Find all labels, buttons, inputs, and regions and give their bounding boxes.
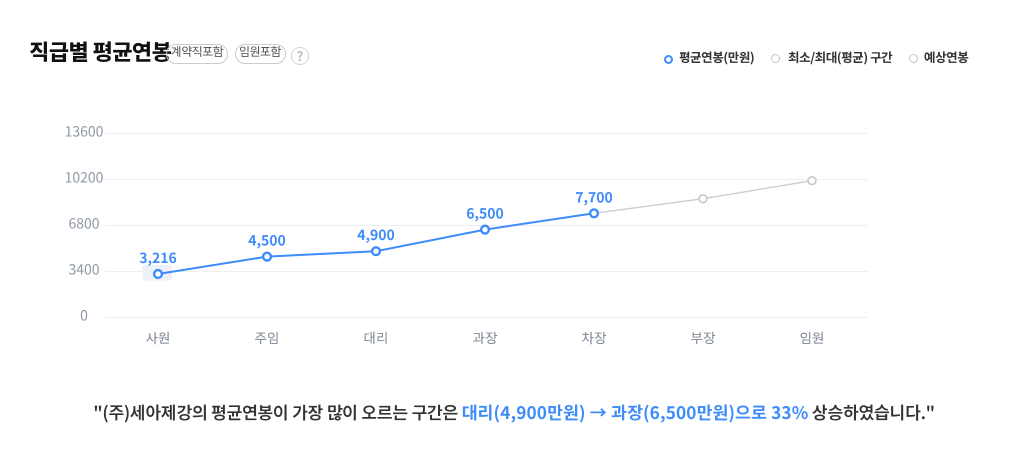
svg-text:차장: 차장 bbox=[582, 327, 607, 347]
svg-text:과장: 과장 bbox=[473, 327, 498, 347]
svg-text:6800: 6800 bbox=[68, 214, 99, 234]
svg-text:사원: 사원 bbox=[146, 327, 171, 347]
svg-text:13600: 13600 bbox=[65, 122, 104, 142]
svg-text:3,216: 3,216 bbox=[139, 248, 177, 268]
svg-text:6,500: 6,500 bbox=[466, 204, 504, 224]
svg-text:주임: 주임 bbox=[255, 327, 280, 347]
svg-text:대리: 대리 bbox=[364, 327, 389, 347]
svg-text:7,700: 7,700 bbox=[575, 187, 613, 207]
svg-text:4,500: 4,500 bbox=[248, 231, 286, 251]
svg-text:10200: 10200 bbox=[65, 168, 104, 188]
svg-text:0: 0 bbox=[80, 306, 88, 326]
svg-text:부장: 부장 bbox=[691, 327, 716, 347]
svg-text:4,900: 4,900 bbox=[357, 225, 395, 245]
svg-text:임원: 임원 bbox=[800, 327, 825, 347]
svg-text:3400: 3400 bbox=[68, 260, 99, 280]
